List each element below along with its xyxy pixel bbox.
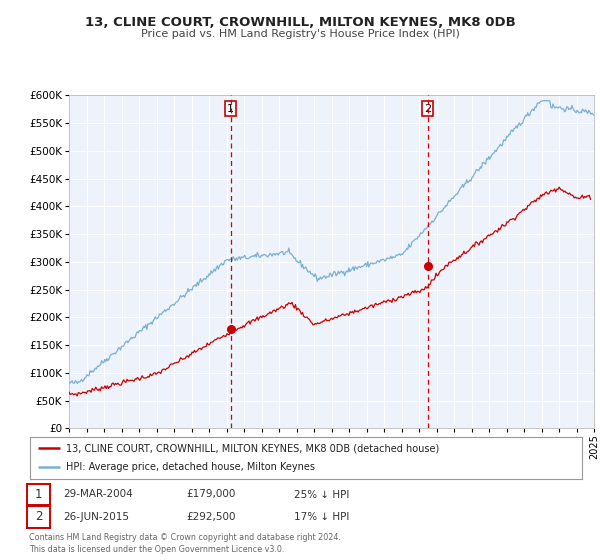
- Text: 1: 1: [35, 488, 42, 501]
- Text: 17% ↓ HPI: 17% ↓ HPI: [294, 512, 349, 522]
- Text: 2: 2: [424, 104, 431, 114]
- Text: 13, CLINE COURT, CROWNHILL, MILTON KEYNES, MK8 0DB: 13, CLINE COURT, CROWNHILL, MILTON KEYNE…: [85, 16, 515, 29]
- Text: 13, CLINE COURT, CROWNHILL, MILTON KEYNES, MK8 0DB (detached house): 13, CLINE COURT, CROWNHILL, MILTON KEYNE…: [66, 443, 439, 453]
- Text: 1: 1: [227, 104, 234, 114]
- Text: HPI: Average price, detached house, Milton Keynes: HPI: Average price, detached house, Milt…: [66, 463, 315, 473]
- Text: £292,500: £292,500: [186, 512, 235, 522]
- Text: 26-JUN-2015: 26-JUN-2015: [63, 512, 129, 522]
- Text: 29-MAR-2004: 29-MAR-2004: [63, 489, 133, 500]
- Text: 2: 2: [35, 510, 42, 524]
- Text: £179,000: £179,000: [186, 489, 235, 500]
- Text: Contains HM Land Registry data © Crown copyright and database right 2024.: Contains HM Land Registry data © Crown c…: [29, 533, 341, 542]
- Text: 25% ↓ HPI: 25% ↓ HPI: [294, 489, 349, 500]
- Text: This data is licensed under the Open Government Licence v3.0.: This data is licensed under the Open Gov…: [29, 545, 284, 554]
- Text: Price paid vs. HM Land Registry's House Price Index (HPI): Price paid vs. HM Land Registry's House …: [140, 29, 460, 39]
